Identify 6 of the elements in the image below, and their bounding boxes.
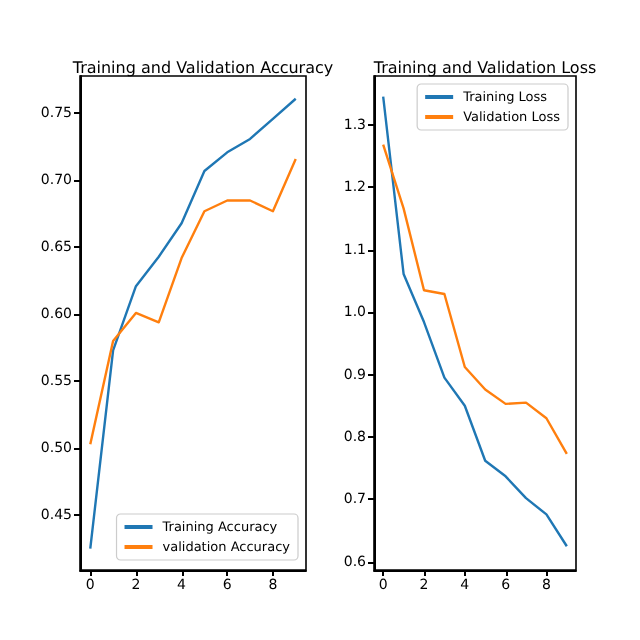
line-series [381, 95, 569, 548]
chart-title: Training and Validation Accuracy [70, 59, 334, 77]
chart-title: Training and Validation Loss [371, 59, 597, 77]
line-series [381, 143, 569, 456]
line-series [89, 157, 297, 446]
line-series [89, 97, 297, 550]
